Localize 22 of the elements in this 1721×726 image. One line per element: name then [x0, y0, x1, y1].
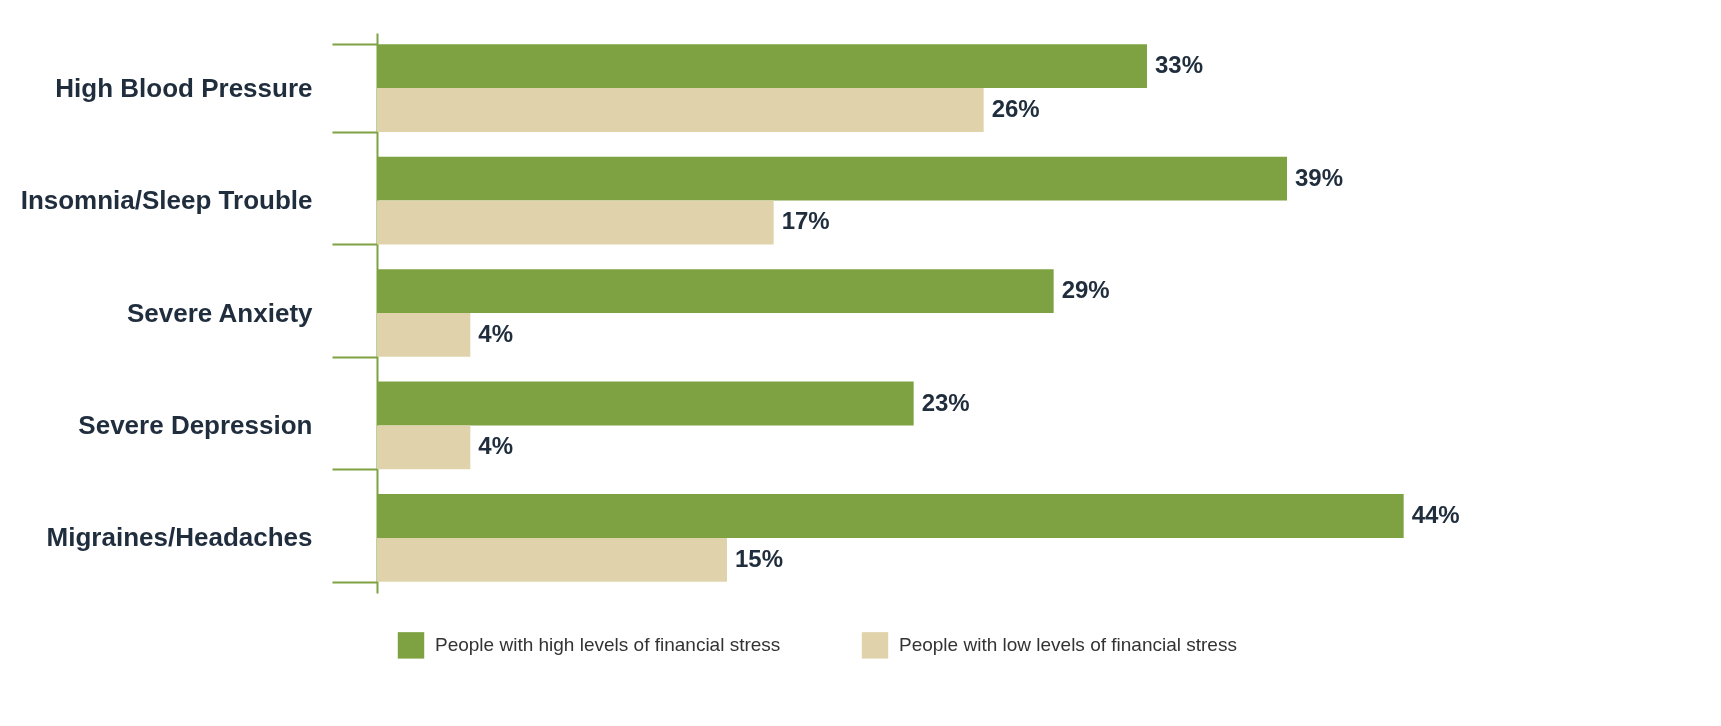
y-tick-label: Migraines/Headaches [46, 522, 313, 553]
data-label: 29% [1061, 276, 1110, 304]
bar [377, 537, 727, 582]
bar [377, 88, 984, 132]
data-label: 39% [1295, 163, 1344, 191]
data-label: 26% [991, 95, 1040, 123]
bar [377, 200, 774, 245]
data-label: 44% [1411, 500, 1460, 528]
bar [377, 425, 471, 470]
data-label: 23% [921, 388, 970, 416]
data-label: 33% [1155, 51, 1204, 79]
data-label: 4% [478, 319, 514, 347]
y-tick-label: Severe Depression [78, 409, 313, 440]
bar [377, 313, 471, 357]
legend-label: People with high levels of financial stress [435, 634, 781, 656]
data-label: 17% [781, 207, 830, 235]
y-tick-label: Severe Anxiety [127, 297, 314, 328]
legend-label: People with low levels of financial stress [899, 634, 1237, 656]
data-label: 15% [735, 544, 784, 572]
y-tick-label: Insomnia/Sleep Trouble [20, 185, 313, 216]
data-label: 4% [478, 432, 514, 460]
y-tick-label: High Blood Pressure [55, 72, 313, 103]
